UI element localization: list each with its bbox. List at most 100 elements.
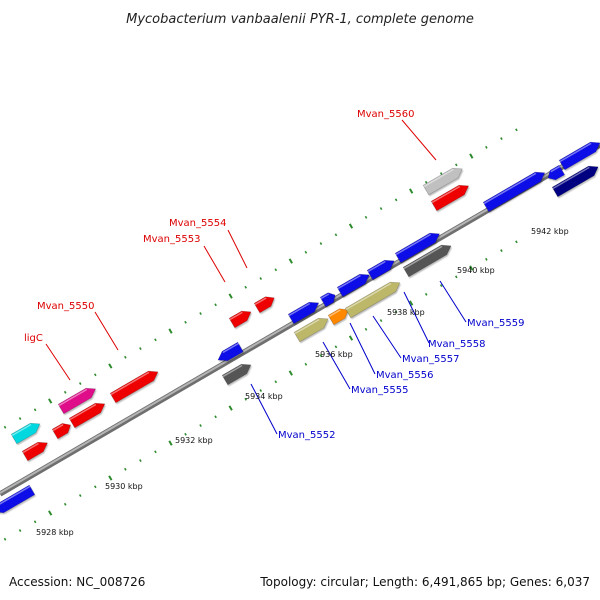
callout-lines [45,119,467,435]
tick-dot [485,145,488,149]
gene-arrow[interactable] [287,301,320,325]
tick-dot [33,408,37,412]
gene-label-mvan-5559[interactable]: Mvan_5559 [467,318,524,329]
tick-dot [485,257,488,261]
tick-dot [469,265,474,271]
gene-arrow[interactable] [430,184,470,212]
gene-arrow-highlight [294,318,320,335]
tick-label-5942: 5942 kbp [531,227,569,236]
tick-dot [154,338,157,342]
gene-arrow[interactable] [422,167,463,196]
tick-dot [515,240,518,244]
gene-features [0,141,600,514]
gene-arrow[interactable] [10,422,41,445]
gene-label-mvan-5560[interactable]: Mvan_5560 [357,109,414,120]
gene-arrow[interactable] [366,259,395,281]
gene-arrow[interactable] [0,484,36,514]
gene-arrow[interactable] [558,141,600,171]
callout-line [372,315,402,359]
gene-arrow[interactable] [547,164,566,181]
tick-dot [394,198,398,202]
gene-arrow[interactable] [293,317,329,343]
gene-arrow-highlight [367,260,386,273]
gene-arrow[interactable] [221,363,252,386]
gene-arrow-highlight [328,309,341,318]
gene-arrow[interactable] [551,165,599,198]
gene-arrow[interactable] [327,308,349,326]
callout-line [45,343,71,381]
callout-line [349,322,376,375]
tick-dot [199,312,202,315]
gene-arrow[interactable] [344,281,401,319]
tick-dot [274,268,278,272]
tick-dot [108,475,113,481]
gene-arrow[interactable] [482,171,546,213]
tick-dot [259,389,263,392]
tick-dot [500,137,503,141]
tick-label-5932: 5932 kbp [175,436,213,445]
gene-label-mvan-5553[interactable]: Mvan_5553 [143,234,200,245]
gene-arrow-highlight [52,424,64,432]
tick-dot [334,345,338,349]
gene-arrow-highlight [403,245,443,270]
tick-dot [184,432,187,436]
gene-arrow-highlight [320,293,330,300]
gene-arrow[interactable] [319,292,336,308]
gene-arrow-highlight [288,302,311,317]
gene-arrow[interactable] [21,441,48,462]
tick-dot [33,520,37,524]
tick-dot [108,363,113,369]
tick-dot [379,319,383,323]
tick-dot [18,417,22,420]
tick-dot [214,303,217,307]
tick-dot [124,467,127,471]
tick-dot [244,285,247,289]
gene-arrow-highlight [559,142,592,163]
tick-dot [304,362,308,366]
tick-dot [334,233,338,237]
gene-arrow[interactable] [253,296,275,314]
tick-label-5930: 5930 kbp [105,482,143,491]
tick-label-5940: 5940 kbp [457,266,495,275]
tick-dot [439,284,443,288]
tick-dot [214,415,217,419]
map-title: Mycobacterium vanbaalenii PYR-1, complet… [126,12,474,27]
gene-label-mvan-5552[interactable]: Mvan_5552 [278,430,335,441]
callout-line [401,119,437,161]
gene-arrow[interactable] [336,273,370,298]
gene-arrow-highlight [22,442,39,454]
gene-label-mvan-5556[interactable]: Mvan_5556 [376,370,433,381]
gene-arrow[interactable] [51,423,71,440]
gene-arrow[interactable] [217,341,244,362]
callout-line [94,311,119,351]
tick-dot [3,425,7,429]
tick-dot [288,258,293,264]
tick-label-5928: 5928 kbp [36,528,74,537]
gene-arrow[interactable] [402,244,452,278]
tick-dot [48,510,53,516]
tick-dot [139,347,142,350]
callout-line [439,280,467,323]
gene-arrow[interactable] [228,310,252,329]
tick-dot [394,310,398,314]
gene-arrow-highlight [337,274,361,290]
tick-dot [139,459,142,462]
gene-arrow[interactable] [394,232,440,264]
gene-arrow[interactable] [68,402,106,429]
gene-label-mvan-5557[interactable]: Mvan_5557 [402,354,459,365]
tick-dot [259,277,263,280]
gene-arrow[interactable] [109,370,159,404]
gene-label-mvan-5555[interactable]: Mvan_5555 [351,385,408,396]
tick-dot [454,275,458,279]
callout-line [322,341,351,390]
tick-dot [454,163,458,167]
tick-dot [18,529,22,532]
gene-label-mvan-5550[interactable]: Mvan_5550 [37,301,94,312]
gene-label-mvan-5554[interactable]: Mvan_5554 [169,218,226,229]
gene-label-ligc[interactable]: ligC [24,333,43,344]
gene-label-mvan-5558[interactable]: Mvan_5558 [428,339,485,350]
gene-arrow[interactable] [57,387,97,415]
gene-arrow-highlight [423,168,454,188]
tick-dot [199,424,202,427]
